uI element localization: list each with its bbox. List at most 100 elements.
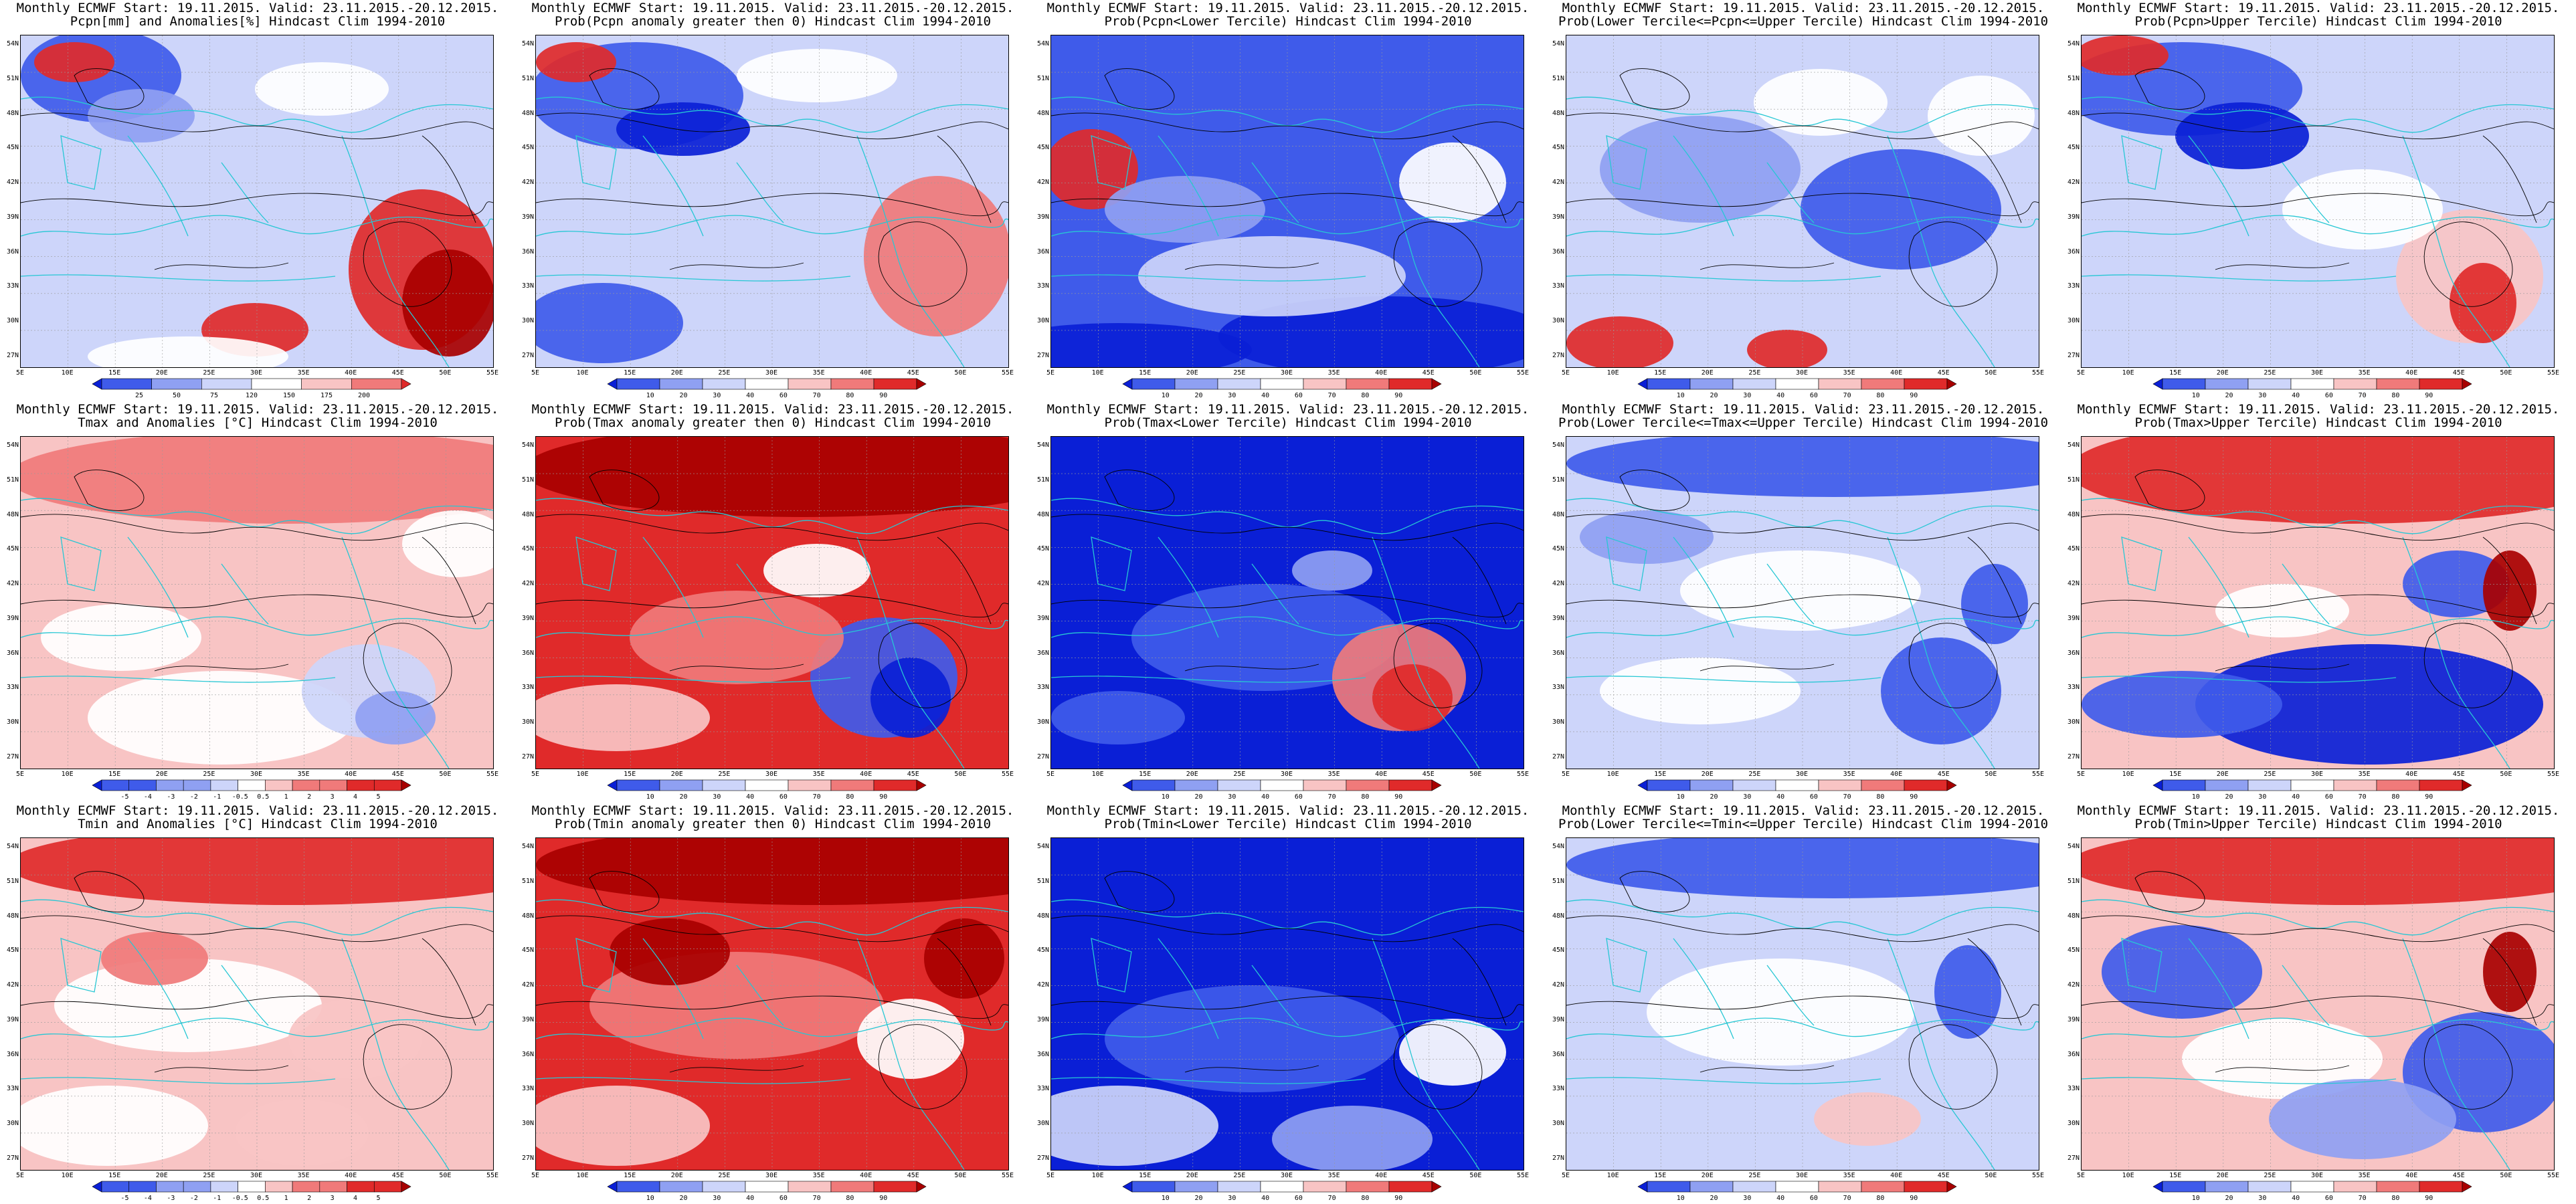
lat-tick-label: 48N [521,109,534,117]
coastline [642,938,704,1039]
colorbar-swatch [373,779,402,791]
lon-tick-label: 45E [2452,369,2465,377]
field-anomaly-area [1934,945,2001,1039]
lon-tick-label: 20E [155,1172,168,1179]
lon-tick-label: 15E [1654,1172,1667,1179]
lon-tick-label: 50E [954,369,967,377]
colorbar [92,1181,411,1193]
lon-tick-label: 20E [1186,1172,1198,1179]
colorbar-label: 70 [1327,392,1336,399]
lon-tick-label: 40E [860,771,872,778]
lon-tick-label: 50E [1469,369,1482,377]
colorbar-label: 1 [284,1195,288,1202]
field-anomaly-area [857,999,964,1079]
colorbar-label: 10 [2191,793,2200,801]
lon-tick-label: 15E [1139,369,1152,377]
colorbar-swatch [873,378,917,390]
lon-tick-label: 40E [2405,369,2418,377]
colorbar-swatch [745,779,789,791]
lon-tick-label: 5E [1561,369,1570,377]
colorbar-label: 90 [1394,1195,1403,1202]
coastline [1766,965,1815,1026]
colorbar-swatch [788,1181,832,1193]
coastlines [536,498,1008,769]
coastline [1606,938,1647,993]
colorbar-svg [607,378,927,390]
lon-tick-label: 5E [1561,1172,1570,1179]
lon-tick-label: 35E [812,1172,825,1179]
colorbar-label: 20 [1710,793,1718,801]
coastline [536,215,1008,237]
colorbar-end [1431,1181,1442,1193]
lat-tick-label: 54N [6,40,19,47]
colorbar-label: 70 [812,1195,821,1202]
lon-tick-label: 25E [1233,1172,1246,1179]
colorbar [607,779,927,791]
coastlines [21,96,493,367]
lat-tick-label: 39N [2067,614,2080,622]
lon-tick-label: 20E [2216,1172,2229,1179]
field-blobs [2082,437,2554,765]
lon-tick-label: 5E [1046,1172,1055,1179]
colorbar [1637,378,1957,390]
contour-lines [2082,871,2554,1110]
colorbar-label: 120 [245,392,258,399]
lat-tick-label: 33N [1036,684,1049,692]
lon-tick-label: 30E [1795,369,1809,377]
colorbar-swatch [2333,378,2377,390]
field-anomaly-area [54,959,322,1052]
lat-tick-label: 42N [1036,179,1049,187]
panel-header: Monthly ECMWF Start: 19.11.2015. Valid: … [1562,803,2045,818]
lon-tick-label: 10E [576,369,589,377]
field-anomaly-area [1754,69,1888,136]
lat-tick-label: 45N [1552,144,1564,152]
colorbar-label: -3 [167,1195,175,1202]
colorbar-label: 0.5 [257,793,270,801]
lon-tick-label: 35E [2358,771,2371,778]
colorbar-label: 20 [1194,793,1203,801]
lat-tick-label: 30N [6,718,19,726]
coastline [341,135,450,367]
lat-tick-label: 33N [2067,684,2080,692]
field-anomaly-area [2082,35,2169,76]
colorbar-end [2462,1181,2472,1193]
colorbar-swatch [1689,378,1734,390]
lon-tick-label: 25E [2264,369,2276,377]
colorbar-label: 2 [307,793,312,801]
colorbar-label: -2 [189,793,198,801]
lon-tick-label: 15E [108,771,121,778]
colorbar [1122,378,1442,390]
lat-tick-label: 42N [1552,981,1564,989]
coastline [21,274,336,282]
forecast-panel-2-1: Monthly ECMWF Start: 19.11.2015. Valid: … [515,803,1030,1204]
colorbar-swatch [1303,378,1347,390]
colorbar-swatch [1775,1181,1819,1193]
lon-tick-label: 55E [1516,369,1530,377]
coastline [2188,135,2249,237]
colorbar-label: 60 [1294,392,1303,399]
contour-line [669,664,804,672]
colorbar-swatch [1732,378,1776,390]
lon-tick-label: 50E [954,771,967,778]
map-area [1566,837,2039,1171]
lat-tick-label: 45N [1036,946,1049,955]
colorbar-label: 10 [1676,793,1685,801]
contour-line [2423,221,2513,307]
lat-tick-label: 48N [1036,510,1049,518]
lon-tick-label: 55E [2031,771,2045,778]
map-field-svg [2082,838,2554,1170]
colorbar-swatch [347,779,375,791]
lat-tick-label: 30N [1036,718,1049,726]
contour-line [1104,68,1175,110]
colorbar-swatch [1131,1181,1176,1193]
colorbar-end [916,378,927,390]
contour-lines [21,68,493,307]
lon-tick-label: 25E [718,369,731,377]
contour-line [1619,871,1690,912]
colorbar-label: 3 [330,1195,335,1202]
colorbar-label: -0.5 [232,793,248,801]
colorbar-label: -4 [143,1195,152,1202]
contour-line [2482,938,2537,1026]
lat-tick-label: 39N [6,213,19,221]
lat-tick-label: 54N [1552,441,1564,449]
